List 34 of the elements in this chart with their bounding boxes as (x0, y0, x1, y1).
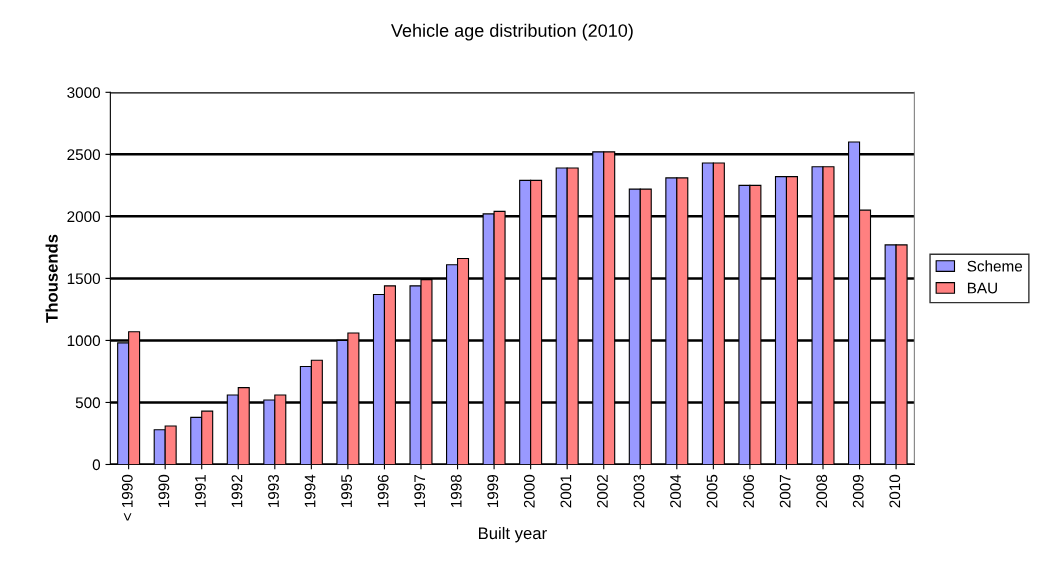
x-tick-label: 2000 (523, 474, 535, 508)
x-tick-label: 1992 (231, 474, 243, 508)
y-tick-label: 0 (92, 459, 101, 471)
x-tick-label: 2006 (743, 474, 755, 508)
x-tick-label: 1991 (195, 474, 206, 508)
y-tick-label: 1500 (67, 273, 101, 285)
x-tick-label: 1996 (377, 474, 389, 508)
x-tick-label: 1999 (487, 474, 499, 508)
x-tick-label: 1998 (450, 474, 462, 508)
x-tick-label: 2004 (670, 474, 681, 508)
y-tick-label: 500 (75, 397, 101, 409)
x-tick-label: < 1990 (121, 474, 133, 521)
y-tick-label: 3000 (67, 87, 101, 99)
x-tick-label: 2009 (852, 474, 864, 508)
x-axis-title: Built year (478, 526, 547, 543)
x-tick-label: 2007 (779, 474, 791, 508)
x-tick-label: 1997 (414, 474, 426, 508)
legend-label: BAU (967, 282, 997, 294)
legend-label: Scheme (967, 260, 1023, 272)
y-tick-label: 1000 (67, 335, 101, 347)
y-axis-title: Thousends (45, 234, 58, 323)
chart-title: Vehicle age distribution (2010) (391, 23, 633, 41)
x-tick-label: 1994 (304, 474, 316, 508)
y-tick-label: 2000 (67, 211, 101, 223)
x-tick-label: 2010 (889, 474, 901, 508)
x-tick-label: 1995 (341, 474, 353, 508)
x-tick-label: 1993 (268, 474, 279, 508)
x-tick-label: 2008 (816, 474, 828, 508)
x-tick-label: 2005 (706, 474, 718, 508)
x-tick-label: 2001 (560, 474, 572, 508)
x-tick-label: 1990 (158, 474, 170, 508)
x-tick-label: 2002 (597, 474, 608, 508)
x-tick-label: 2003 (633, 474, 645, 508)
y-tick-label: 2500 (67, 149, 101, 161)
